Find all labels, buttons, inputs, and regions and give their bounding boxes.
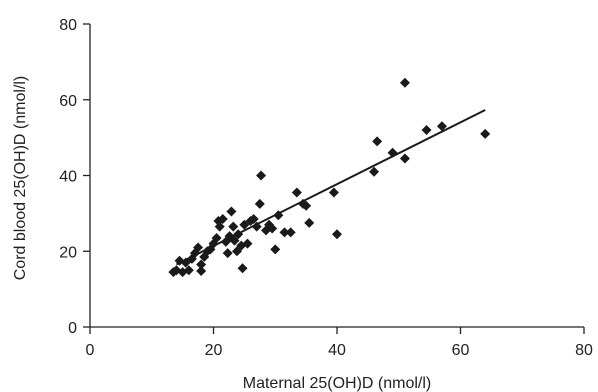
data-point (267, 223, 278, 234)
data-point (237, 263, 248, 274)
x-tick-label: 20 (205, 342, 223, 359)
data-point (270, 244, 281, 255)
x-tick-label: 60 (452, 342, 470, 359)
data-point (196, 265, 207, 276)
data-point (256, 170, 267, 181)
data-point (372, 136, 383, 147)
y-axis-title: Cord blood 25(OH)D (nmol/l) (12, 76, 29, 281)
y-tick-label: 0 (68, 320, 77, 337)
data-point (226, 206, 237, 217)
data-point (387, 147, 398, 158)
data-point (421, 125, 432, 136)
data-point (332, 229, 342, 240)
data-points (168, 77, 491, 278)
data-point (229, 235, 240, 246)
data-point (233, 229, 244, 240)
x-axis-title: Maternal 25(OH)D (nmol/l) (243, 375, 431, 392)
data-point (222, 248, 233, 259)
x-tick-label: 40 (328, 342, 346, 359)
data-point (304, 217, 315, 228)
data-point (328, 187, 339, 198)
data-point (228, 221, 239, 232)
y-tick-label: 80 (59, 17, 77, 34)
x-tick-label: 80 (575, 342, 593, 359)
data-point (211, 232, 222, 243)
data-point (193, 242, 204, 253)
plot-frame (89, 24, 584, 328)
data-point (399, 77, 410, 88)
data-point (196, 259, 207, 270)
y-tick-label: 20 (59, 244, 77, 261)
data-point (480, 128, 491, 139)
y-tick-label: 40 (59, 169, 77, 186)
data-point (301, 200, 312, 211)
data-point (242, 238, 253, 249)
y-tick-label: 60 (59, 93, 77, 110)
data-point (251, 221, 262, 232)
data-point (273, 210, 284, 221)
data-point (369, 166, 380, 177)
data-point (231, 246, 242, 257)
data-point (279, 227, 290, 238)
x-tick-label: 0 (86, 342, 95, 359)
data-point (285, 227, 296, 238)
x-axis-ticks: 0 20 40 60 80 (86, 327, 593, 359)
data-point (399, 153, 410, 164)
data-point (254, 198, 265, 209)
data-point (183, 265, 194, 276)
y-axis-ticks: 0 20 40 60 80 (59, 17, 90, 337)
data-point (291, 187, 302, 198)
data-point (248, 214, 259, 225)
data-point (436, 121, 447, 132)
data-point (217, 214, 228, 225)
data-point (214, 221, 225, 232)
